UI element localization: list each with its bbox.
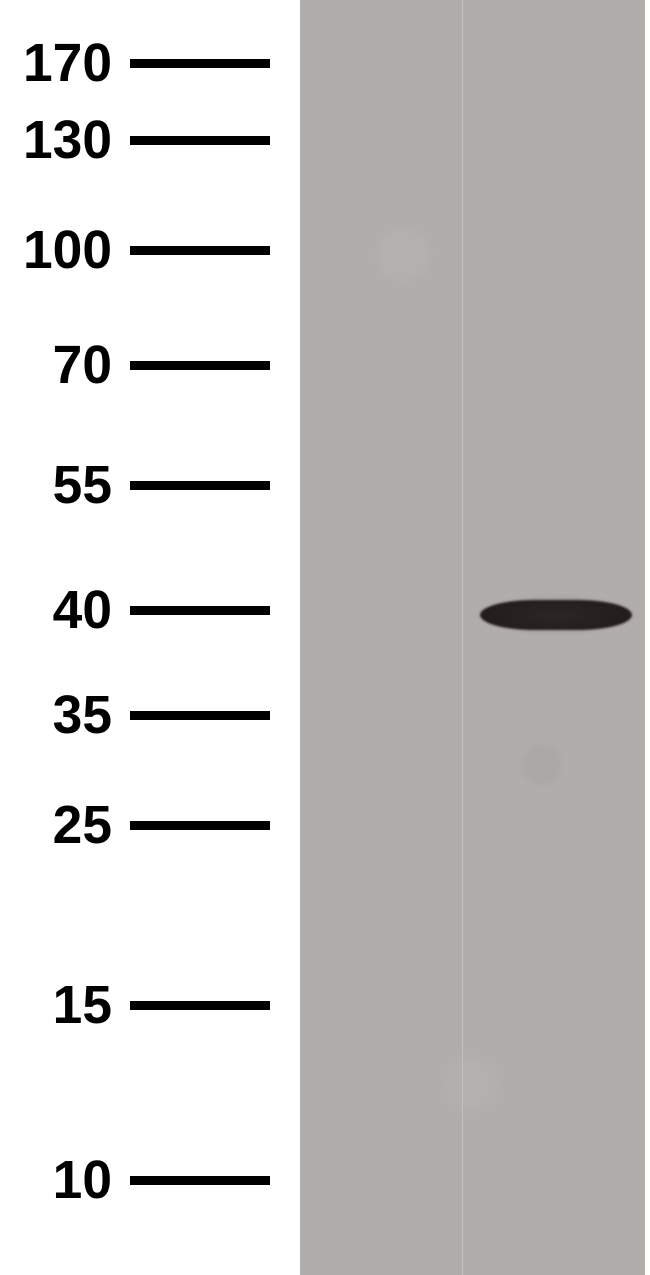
ladder-marker: 55 (0, 466, 300, 506)
ladder-marker: 100 (0, 231, 300, 271)
ladder-marker: 35 (0, 696, 300, 736)
ladder-marker: 130 (0, 121, 300, 161)
ladder-marker-tick (130, 1001, 270, 1010)
western-blot-figure: 170 130 100 70 55 40 35 25 15 10 (0, 0, 650, 1275)
ladder-marker: 170 (0, 44, 300, 84)
ladder-marker: 40 (0, 591, 300, 631)
ladder-marker-label: 130 (0, 110, 130, 171)
molecular-weight-ladder: 170 130 100 70 55 40 35 25 15 10 (0, 0, 300, 1275)
ladder-marker-tick (130, 1176, 270, 1185)
ladder-marker-tick (130, 481, 270, 490)
ladder-marker-label: 70 (0, 335, 130, 396)
ladder-marker-label: 40 (0, 580, 130, 641)
ladder-marker-label: 55 (0, 455, 130, 516)
blot-membrane (300, 0, 645, 1275)
ladder-marker-tick (130, 361, 270, 370)
ladder-marker-label: 35 (0, 685, 130, 746)
ladder-marker-tick (130, 821, 270, 830)
ladder-marker-label: 25 (0, 795, 130, 856)
ladder-marker-tick (130, 136, 270, 145)
lane-divider (462, 0, 463, 1275)
ladder-marker-tick (130, 606, 270, 615)
membrane-texture (300, 0, 645, 1275)
ladder-marker-tick (130, 711, 270, 720)
ladder-marker-label: 100 (0, 220, 130, 281)
ladder-marker-label: 10 (0, 1150, 130, 1211)
blot-band (480, 600, 632, 630)
ladder-marker: 10 (0, 1161, 300, 1201)
ladder-marker: 25 (0, 806, 300, 846)
ladder-marker: 70 (0, 346, 300, 386)
ladder-marker-tick (130, 246, 270, 255)
ladder-marker-label: 170 (0, 33, 130, 94)
ladder-marker-label: 15 (0, 975, 130, 1036)
ladder-marker: 15 (0, 986, 300, 1026)
ladder-marker-tick (130, 59, 270, 68)
